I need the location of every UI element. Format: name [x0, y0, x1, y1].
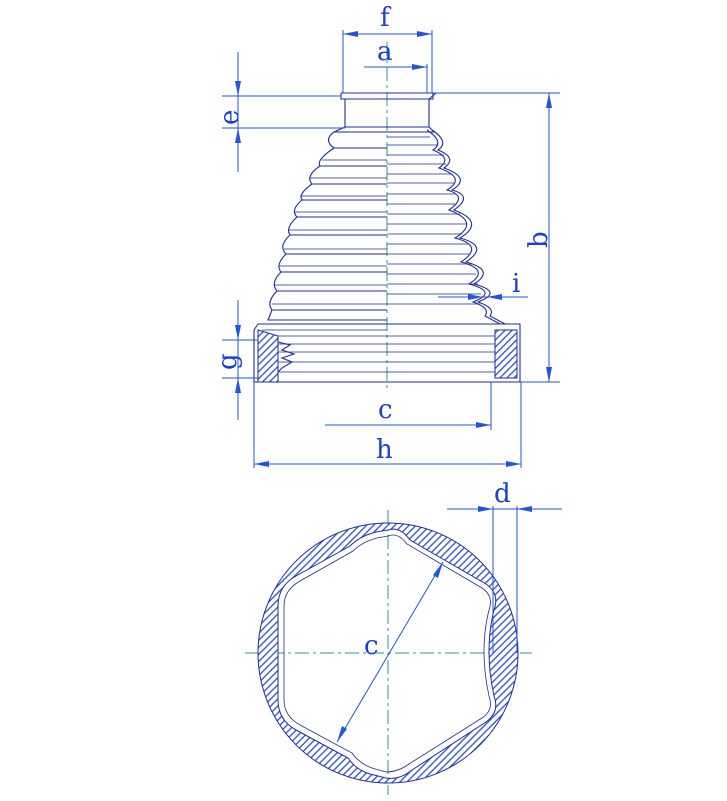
side-view: f a e b [213, 3, 560, 468]
dimension-i: i [438, 269, 528, 300]
dimension-label-f: f [380, 3, 392, 33]
right-clamp-section [494, 329, 518, 379]
dimension-label-h: h [376, 435, 393, 465]
dimension-label-g: g [213, 353, 243, 370]
dimension-h: h [253, 382, 522, 468]
dimension-b: b [433, 92, 560, 383]
left-clamp-section [257, 329, 279, 383]
dimension-c-side: c [325, 382, 492, 430]
dimension-e: e [215, 52, 345, 172]
dimension-label-a: a [377, 37, 393, 67]
dimension-label-c-side: c [378, 395, 393, 425]
dimension-g: g [213, 300, 258, 420]
dimension-label-b: b [524, 231, 554, 248]
dimension-label-c-section: c [364, 631, 379, 661]
section-hatched-wall [257, 522, 519, 784]
boot-section-half [387, 92, 521, 383]
dimension-label-d: d [494, 479, 511, 509]
boot-exterior-half [253, 92, 387, 383]
cross-section-view: c d [245, 479, 562, 795]
dimension-c-section: c [336, 561, 444, 743]
dimension-label-e: e [215, 110, 245, 125]
dimension-f: f [342, 3, 433, 93]
dimension-label-i: i [512, 269, 520, 299]
dimension-a: a [364, 37, 428, 93]
dimension-d: d [447, 479, 562, 653]
